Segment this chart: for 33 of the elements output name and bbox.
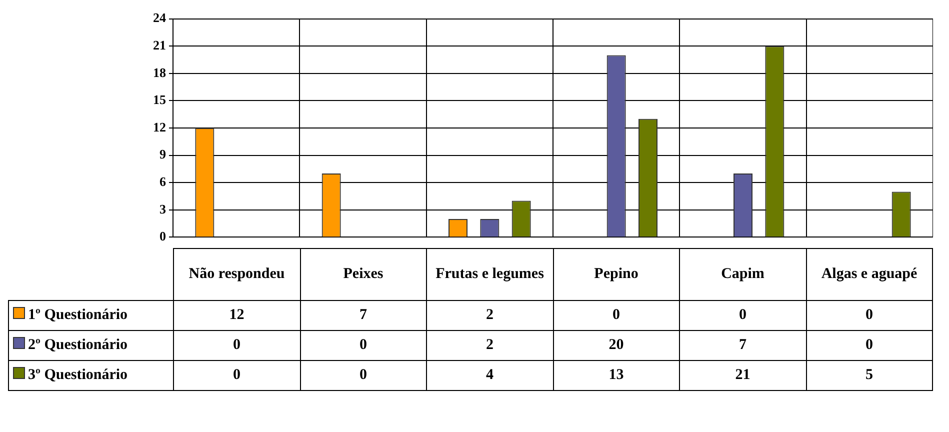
y-tick-label: 18 <box>153 64 166 80</box>
data-label: 13 <box>553 360 680 390</box>
data-label: 21 <box>680 360 806 390</box>
data-label: 0 <box>300 330 426 360</box>
x-tick-label: Peixes <box>300 248 426 300</box>
data-label: 2 <box>426 300 553 330</box>
y-tick-label: 6 <box>160 174 166 189</box>
x-tick-label: Frutas e legumes <box>426 248 553 300</box>
legend-label: 2º Questionário <box>27 337 128 353</box>
data-label: 0 <box>300 360 426 390</box>
data-label: 2 <box>426 330 553 360</box>
data-label: 0 <box>806 300 932 330</box>
legend-label: 1º Questionário <box>27 307 128 323</box>
y-tick-label: 15 <box>153 92 166 108</box>
y-tick-label: 12 <box>153 119 166 134</box>
data-label: 0 <box>806 330 932 360</box>
y-tick-label: 24 <box>153 10 166 26</box>
data-label: 7 <box>300 300 426 330</box>
data-label: 20 <box>553 330 680 360</box>
data-label: 0 <box>680 300 806 330</box>
data-label: 7 <box>680 330 806 360</box>
data-label: 5 <box>806 360 932 390</box>
x-tick-label: Não respondeu <box>174 248 300 300</box>
y-tick-label: 0 <box>160 228 166 244</box>
x-tick-label: Algas e aguapé <box>806 248 932 300</box>
data-label: 0 <box>553 300 680 330</box>
data-label: 4 <box>426 360 553 390</box>
legend-label: 3º Questionário <box>27 367 128 383</box>
y-tick-label: 9 <box>160 146 166 162</box>
x-tick-label: Capim <box>680 248 806 300</box>
y-tick-label: 21 <box>153 37 166 52</box>
y-tick-label: 3 <box>160 201 166 216</box>
x-tick-label: Pepino <box>553 248 680 300</box>
